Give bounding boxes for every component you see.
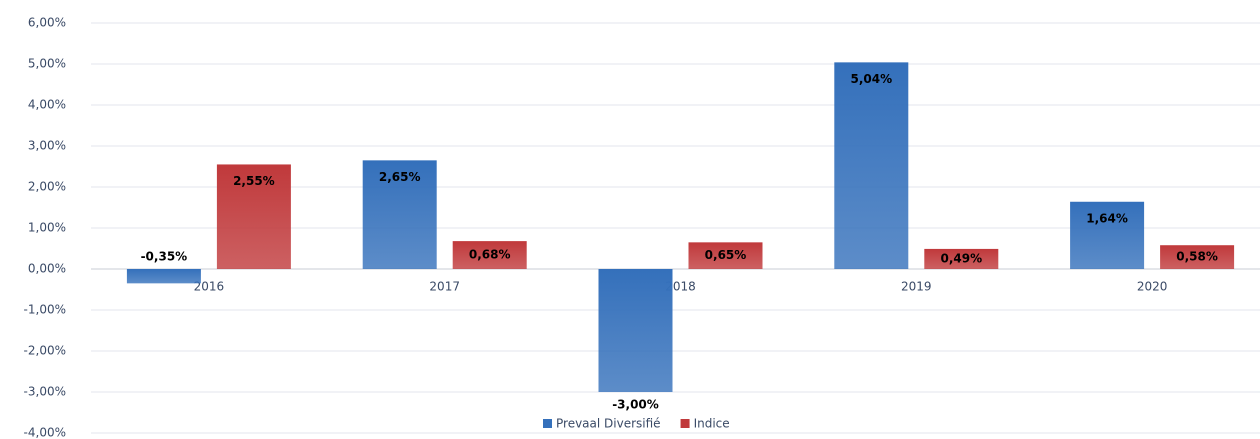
bar bbox=[362, 160, 437, 269]
legend-label: Indice bbox=[694, 417, 730, 431]
y-tick-label: -1,00% bbox=[24, 303, 66, 317]
value-label: 1,64% bbox=[1086, 211, 1128, 225]
x-tick-label: 2018 bbox=[665, 280, 696, 294]
bar bbox=[126, 269, 201, 284]
y-tick-label: 3,00% bbox=[28, 139, 66, 153]
legend-swatch bbox=[680, 419, 690, 428]
legend-label: Prevaal Diversifié bbox=[556, 417, 661, 431]
x-tick-label: 2016 bbox=[194, 280, 225, 294]
bar bbox=[924, 248, 999, 269]
value-label: 5,04% bbox=[850, 72, 892, 86]
value-label: 2,55% bbox=[233, 174, 275, 188]
y-tick-label: 5,00% bbox=[28, 57, 66, 71]
y-tick-label: 4,00% bbox=[28, 98, 66, 112]
bar bbox=[688, 242, 763, 269]
value-label: 0,58% bbox=[1176, 250, 1218, 264]
value-label: 0,68% bbox=[469, 248, 511, 262]
legend-swatch bbox=[543, 419, 552, 428]
value-label: 0,65% bbox=[705, 248, 747, 262]
value-label: -3,00% bbox=[612, 398, 659, 412]
y-tick-label: -2,00% bbox=[24, 344, 66, 358]
x-tick-label: 2017 bbox=[429, 280, 460, 294]
bar bbox=[1070, 201, 1145, 269]
y-tick-label: -3,00% bbox=[24, 385, 66, 399]
y-tick-label: 0,00% bbox=[28, 262, 66, 276]
y-tick-label: 6,00% bbox=[28, 16, 66, 30]
x-tick-label: 2019 bbox=[901, 280, 932, 294]
bar bbox=[1160, 245, 1235, 269]
y-tick-label: -4,00% bbox=[24, 426, 66, 439]
bar bbox=[452, 241, 527, 269]
value-label: 0,49% bbox=[940, 251, 982, 265]
y-tick-label: 2,00% bbox=[28, 180, 66, 194]
bar bbox=[216, 164, 291, 269]
y-tick-label: 1,00% bbox=[28, 221, 66, 235]
bar bbox=[598, 269, 673, 392]
x-tick-label: 2020 bbox=[1137, 280, 1168, 294]
value-label: 2,65% bbox=[379, 170, 421, 184]
bar bbox=[834, 62, 909, 269]
value-label: -0,35% bbox=[141, 250, 188, 264]
